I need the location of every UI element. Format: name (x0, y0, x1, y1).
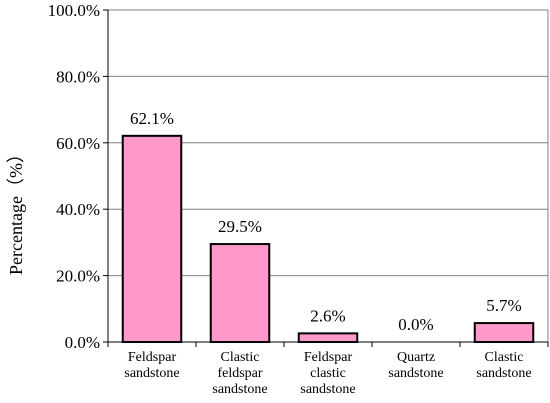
x-category-label: Clastic feldspar sandstone (212, 350, 267, 397)
bars (121, 134, 535, 344)
y-tick-label: 0.0% (65, 333, 100, 352)
labels: 0.0% 20.0% 40.0% 60.0% 80.0% 100.0% 62.1% Felds… (48, 1, 532, 397)
axes (103, 9, 549, 347)
x-category-label-line: sandstone (476, 366, 531, 381)
x-category-label-line: sandstone (300, 382, 355, 397)
x-category-label: Quartz sandstone (388, 350, 443, 381)
x-category-label-line: feldspar (217, 366, 262, 381)
x-category-label-line: sandstone (212, 382, 267, 397)
bar (473, 322, 535, 343)
x-category-label: Clastic sandstone (476, 350, 531, 381)
x-category-label-line: clastic (310, 366, 346, 381)
y-tick-label: 80.0% (56, 67, 100, 86)
data-label: 29.5% (218, 217, 262, 236)
x-category-label: Feldspar sandstone (124, 350, 179, 381)
x-category-label-line: Quartz (397, 350, 435, 365)
x-category-label-line: Clastic (221, 350, 260, 365)
bar (297, 332, 359, 344)
data-label: 5.7% (486, 296, 521, 315)
x-category-label-line: Clastic (485, 350, 524, 365)
y-tick-label: 40.0% (56, 200, 100, 219)
y-tick-label: 20.0% (56, 267, 100, 286)
x-category-label: Feldspar clastic sandstone (300, 350, 355, 397)
y-axis-title: Percentage（%） (6, 145, 26, 275)
x-category-label-line: Feldspar (304, 350, 353, 365)
data-label: 62.1% (130, 109, 174, 128)
y-tick-label: 100.0% (48, 1, 100, 20)
data-label: 2.6% (310, 306, 345, 325)
bar (121, 134, 183, 343)
data-label: 0.0% (398, 315, 433, 334)
x-category-label-line: Feldspar (128, 350, 177, 365)
y-tick-label: 60.0% (56, 134, 100, 153)
bar (209, 243, 271, 343)
x-category-label-line: sandstone (124, 366, 179, 381)
x-category-label-line: sandstone (388, 366, 443, 381)
